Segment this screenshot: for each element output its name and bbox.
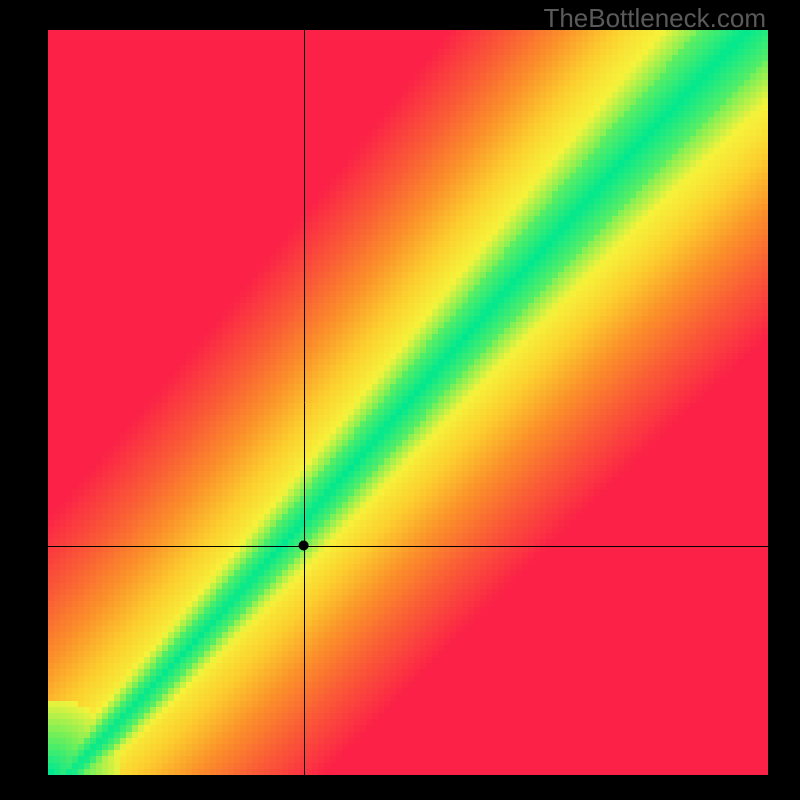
watermark-text: TheBottleneck.com bbox=[543, 3, 766, 34]
chart-container: TheBottleneck.com bbox=[0, 0, 800, 800]
bottleneck-heatmap bbox=[48, 30, 768, 775]
